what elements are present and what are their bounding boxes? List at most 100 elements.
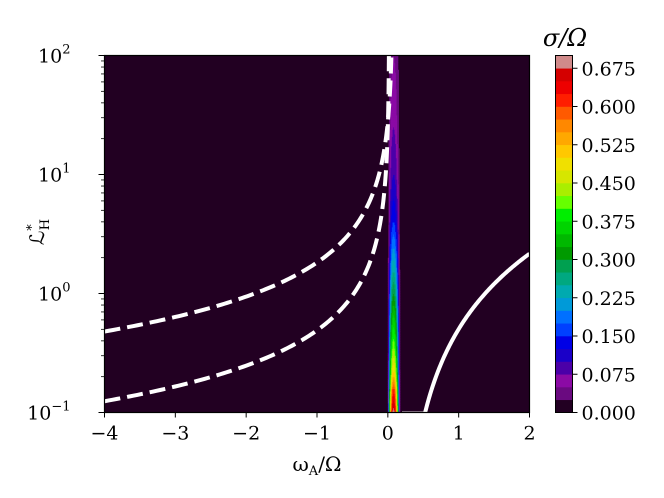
band-cell [387, 336, 389, 340]
band-cell [391, 153, 393, 156]
band-cell [398, 291, 400, 294]
band-cell [396, 307, 398, 311]
band-cell [391, 281, 393, 285]
band-cell [396, 364, 398, 368]
band-cell [395, 174, 397, 178]
band-cell [397, 55, 399, 59]
band-cell [389, 312, 391, 316]
band-cell [389, 243, 391, 247]
band-cell [387, 388, 389, 392]
band-cell [392, 217, 394, 221]
band-cell [398, 295, 400, 299]
band-cell [394, 276, 396, 280]
band-cell [387, 274, 389, 278]
band-cell [397, 162, 399, 166]
band-cell [397, 65, 399, 68]
band-cell [395, 143, 397, 147]
band-cell [389, 134, 391, 137]
band-cell [391, 331, 393, 335]
band-cell [391, 200, 393, 204]
band-cell [387, 264, 389, 268]
band-cell [397, 186, 399, 190]
band-cell [396, 322, 398, 325]
band-cell [393, 281, 395, 285]
band-cell [391, 214, 393, 218]
band-cell [396, 360, 398, 363]
band-cell [391, 217, 393, 221]
band-cell [393, 410, 395, 413]
band-cell [394, 288, 396, 292]
band-cell [397, 145, 399, 149]
band-cell [393, 93, 395, 97]
band-cell [397, 303, 399, 306]
band-cell [391, 229, 393, 233]
band-cell [391, 391, 393, 394]
band-cell [392, 95, 394, 99]
band-cell [395, 219, 397, 223]
band-cell [394, 381, 396, 385]
band-cell [393, 322, 395, 325]
band-cell [391, 164, 393, 168]
band-cell [395, 205, 397, 209]
band-cell [397, 286, 399, 290]
band-cell [393, 150, 395, 154]
band-cell [397, 255, 399, 259]
band-cell [395, 331, 397, 335]
band-cell [397, 124, 399, 128]
band-cell [390, 193, 392, 197]
band-cell [391, 360, 393, 363]
band-cell [396, 341, 398, 344]
band-cell [390, 155, 392, 159]
band-cell [397, 103, 399, 106]
band-cell [391, 279, 393, 282]
band-cell [398, 298, 400, 302]
band-cell [397, 76, 399, 80]
band-cell [389, 324, 391, 328]
band-cell [399, 398, 401, 401]
band-cell [391, 274, 393, 278]
band-cell [389, 210, 391, 213]
band-cell [389, 395, 391, 399]
band-cell [394, 160, 396, 163]
band-cell [397, 260, 399, 263]
band-cell [390, 172, 392, 175]
band-cell [395, 402, 397, 406]
band-cell [393, 353, 395, 356]
band-cell [396, 393, 398, 397]
band-cell [395, 281, 397, 285]
band-cell [392, 205, 394, 209]
band-cell [396, 212, 398, 216]
band-cell [392, 312, 394, 316]
band-cell [393, 95, 395, 99]
band-cell [397, 260, 399, 263]
band-cell [392, 305, 394, 309]
band-cell [391, 205, 393, 209]
band-cell [391, 386, 393, 390]
band-cell [392, 376, 394, 380]
band-cell [398, 386, 400, 390]
band-cell [394, 105, 396, 109]
band-cell [392, 100, 394, 104]
band-cell [391, 191, 393, 194]
band-cell [399, 348, 401, 352]
band-cell [389, 186, 391, 190]
band-cell [391, 367, 393, 371]
band-cell [389, 381, 391, 385]
band-cell [395, 250, 397, 254]
band-cell [398, 153, 400, 156]
band-cell [398, 374, 400, 378]
band-cell [389, 314, 391, 318]
band-cell [393, 226, 395, 230]
band-cell [393, 134, 395, 137]
band-cell [398, 241, 400, 244]
band-cell [396, 398, 398, 401]
band-cell [391, 193, 393, 197]
colorbar-swatch [555, 336, 573, 350]
band-cell [387, 322, 389, 325]
colorbar-swatch [555, 144, 573, 158]
band-cell [391, 98, 393, 102]
band-cell [397, 317, 399, 321]
band-cell [391, 269, 393, 273]
band-cell [390, 245, 392, 249]
band-cell [389, 231, 391, 235]
